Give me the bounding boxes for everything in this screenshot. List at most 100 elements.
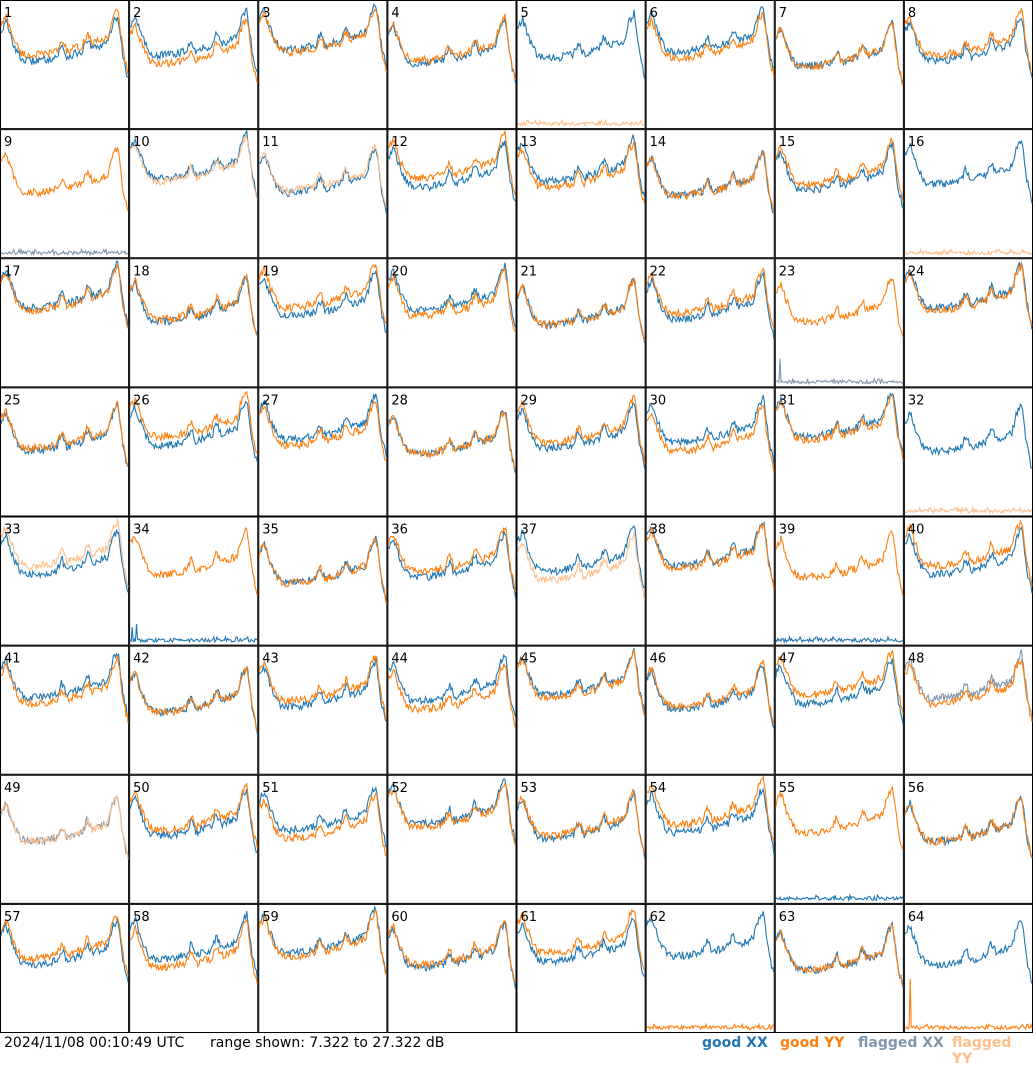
panel-label: 15 — [779, 135, 796, 150]
panel-frame — [516, 645, 646, 775]
panel-11: 11 — [258, 129, 388, 259]
panel-7: 7 — [774, 0, 904, 130]
panel-30: 30 — [645, 387, 775, 517]
series-xx-41 — [0, 652, 129, 719]
panel-frame — [645, 516, 775, 646]
series-xx-61 — [517, 917, 646, 978]
panel-label: 17 — [4, 264, 21, 279]
panel-frame — [258, 258, 388, 388]
panel-28: 28 — [387, 387, 517, 517]
series-yy-45 — [516, 649, 646, 717]
panel-label: 1 — [4, 6, 12, 21]
panel-frame — [645, 0, 775, 130]
panel-frame — [258, 903, 388, 1033]
series-xx-34 — [129, 624, 258, 644]
series-yy-2 — [129, 18, 258, 84]
panel-55: 55 — [774, 774, 904, 904]
panel-17: 17 — [0, 258, 130, 388]
panel-48: 48 — [903, 645, 1033, 775]
panel-label: 55 — [779, 781, 796, 796]
series-xx-43 — [258, 657, 387, 722]
series-yy-40 — [904, 519, 1033, 586]
panel-16: 16 — [903, 129, 1033, 259]
panel-label: 44 — [391, 652, 408, 667]
panel-frame — [774, 774, 904, 904]
series-yy-3 — [258, 8, 387, 72]
panel-40: 40 — [903, 516, 1033, 646]
series-xx-30 — [646, 394, 775, 465]
panel-54: 54 — [645, 774, 775, 904]
series-yy-64 — [904, 978, 1033, 1032]
panel-38: 38 — [645, 516, 775, 646]
panel-frame — [903, 387, 1033, 517]
series-yy-4 — [387, 13, 517, 80]
panel-label: 52 — [391, 781, 408, 796]
panel-56: 56 — [903, 774, 1033, 904]
panel-frame — [258, 129, 388, 259]
series-xx-57 — [0, 917, 129, 983]
series-yy-47 — [775, 650, 904, 714]
panel-label: 49 — [4, 781, 21, 796]
panel-49: 49 — [0, 774, 130, 904]
panel-frame — [903, 0, 1033, 130]
panel-label: 29 — [521, 393, 538, 408]
series-xx-18 — [129, 275, 258, 337]
panel-frame — [516, 516, 646, 646]
series-xx-38 — [646, 521, 775, 583]
panel-frame — [645, 258, 775, 388]
series-xx-64 — [904, 920, 1033, 984]
panel-46: 46 — [645, 645, 775, 775]
series-xx-13 — [516, 134, 646, 198]
series-xx-22 — [646, 271, 775, 339]
panel-frame — [0, 258, 130, 388]
series-yy-61 — [516, 908, 645, 970]
panel-frame — [258, 0, 388, 130]
panel-50: 50 — [129, 774, 259, 904]
series-xx-54 — [646, 787, 775, 855]
series-yy-32 — [904, 505, 1033, 515]
panel-label: 28 — [391, 393, 408, 408]
series-yy-21 — [516, 277, 646, 341]
panel-label: 10 — [133, 135, 150, 150]
series-yy-49 — [0, 793, 129, 860]
panel-45: 45 — [516, 645, 646, 775]
panel-frame — [774, 258, 904, 388]
series-yy-13 — [517, 141, 646, 205]
series-yy-59 — [258, 909, 387, 975]
panel-frame — [129, 774, 259, 904]
panel-frame — [0, 903, 130, 1033]
series-yy-44 — [387, 663, 517, 729]
series-yy-10 — [129, 134, 258, 200]
panel-frame — [903, 516, 1033, 646]
series-yy-63 — [775, 923, 904, 987]
panel-9: 9 — [0, 129, 130, 259]
panel-label: 47 — [779, 652, 796, 667]
series-xx-44 — [388, 653, 517, 718]
panel-frame — [258, 387, 388, 517]
panel-frame — [516, 387, 646, 517]
series-yy-26 — [129, 390, 258, 454]
panel-label: 57 — [4, 910, 21, 925]
series-yy-11 — [259, 142, 387, 208]
series-xx-55 — [775, 893, 904, 903]
panel-label: 4 — [391, 6, 399, 21]
legend-flagged-xx: flagged XX — [858, 1035, 944, 1051]
series-yy-60 — [387, 919, 516, 983]
panel-frame — [387, 0, 517, 130]
panel-frame — [0, 0, 130, 130]
series-yy-43 — [258, 655, 387, 721]
panel-frame — [0, 516, 130, 646]
panel-label: 63 — [779, 910, 796, 925]
panel-8: 8 — [903, 0, 1033, 130]
series-yy-51 — [258, 792, 387, 857]
panel-label: 51 — [262, 781, 279, 796]
series-xx-27 — [259, 393, 387, 458]
series-yy-16 — [904, 247, 1033, 257]
series-xx-9 — [0, 247, 129, 257]
panel-label: 41 — [4, 652, 21, 667]
panel-frame — [387, 258, 517, 388]
panel-label: 5 — [521, 6, 529, 21]
series-yy-53 — [517, 788, 646, 854]
panel-51: 51 — [258, 774, 388, 904]
series-yy-62 — [646, 1022, 775, 1031]
